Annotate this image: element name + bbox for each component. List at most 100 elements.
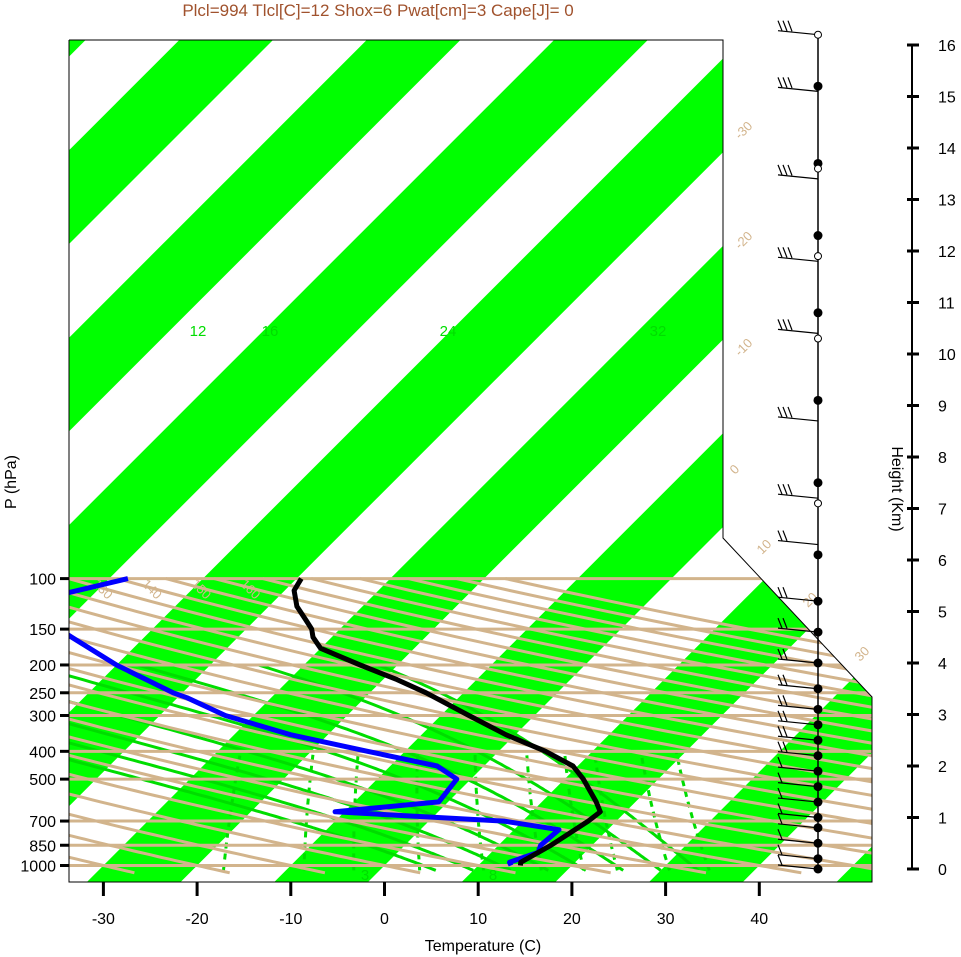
wind-dot-filled bbox=[813, 395, 823, 405]
wind-barb-feather bbox=[782, 530, 788, 542]
wind-barb bbox=[777, 596, 819, 602]
x-tick-label: 20 bbox=[563, 911, 581, 928]
wind-barb bbox=[777, 823, 819, 829]
wind-barb-feather bbox=[787, 164, 793, 176]
wind-barb bbox=[777, 174, 819, 180]
dry-adiabat-130 bbox=[69, 577, 872, 875]
mixing-ratio-1 bbox=[222, 751, 243, 871]
height-tick-label: 4 bbox=[938, 656, 947, 673]
wind-barb-feather bbox=[787, 483, 793, 496]
wind-barb-feather bbox=[777, 695, 783, 706]
pressure-axis: 100 150 200 250 300 400 500 700 850 1000 bbox=[20, 572, 69, 876]
dry-adiabat-20 bbox=[69, 577, 611, 875]
isotherm-label: -10 bbox=[732, 335, 756, 359]
isotherm-label: 30 bbox=[852, 643, 873, 664]
wind-dot-filled bbox=[813, 596, 823, 606]
band--90 bbox=[69, 40, 466, 882]
pressure-tick-label: 1000 bbox=[20, 859, 56, 876]
mixing-ratio-16 bbox=[563, 751, 586, 871]
wind-barb bbox=[777, 627, 819, 633]
wind-barb-feather bbox=[787, 247, 793, 259]
wind-profile bbox=[777, 20, 823, 874]
dry-adiabat-60 bbox=[69, 577, 872, 875]
height-tick-label: 2 bbox=[938, 759, 947, 776]
wind-dot-filled bbox=[813, 720, 823, 730]
mixing-ratio-lines bbox=[222, 751, 711, 871]
dry-adiabat--20 bbox=[69, 577, 231, 875]
wind-barb bbox=[777, 86, 819, 92]
height-tick-label: 8 bbox=[938, 450, 947, 467]
wind-dot-filled bbox=[813, 751, 823, 761]
wind-barb-feather bbox=[777, 648, 783, 660]
mixing-ratio-2 bbox=[302, 751, 315, 871]
wind-dot-filled bbox=[813, 838, 823, 848]
moist-adiabat-28 bbox=[69, 663, 587, 872]
wind-barb bbox=[777, 256, 819, 262]
wind-dot-filled bbox=[813, 308, 823, 318]
height-tick-label: 14 bbox=[938, 141, 956, 158]
pressure-tick-label: 100 bbox=[29, 572, 56, 589]
wind-barb-feather bbox=[782, 648, 788, 660]
wind-barb-feather bbox=[777, 710, 783, 722]
height-tick-label: 6 bbox=[938, 553, 947, 570]
wind-dot-filled bbox=[813, 684, 823, 694]
height-axis-label: Height (Km) bbox=[888, 446, 905, 531]
wind-barb bbox=[777, 720, 819, 726]
wind-barb-feather bbox=[782, 741, 788, 753]
x-tick-label: 30 bbox=[657, 911, 675, 928]
wind-barb-feather bbox=[787, 319, 793, 331]
wind-barb-feather bbox=[782, 20, 788, 32]
wind-barb bbox=[777, 30, 819, 36]
mixing-ratio-5 bbox=[415, 751, 422, 871]
dry-adiabat-0 bbox=[69, 577, 421, 875]
wind-barb-feather bbox=[777, 854, 783, 866]
wind-barb bbox=[777, 766, 819, 772]
wind-dot-filled bbox=[813, 766, 823, 776]
pressure-tick-label: 300 bbox=[29, 708, 56, 725]
wind-barb-feather bbox=[787, 20, 793, 32]
wind-dot-filled bbox=[813, 550, 823, 560]
wind-barb bbox=[777, 854, 819, 860]
moist-adiabat-label: 16 bbox=[262, 323, 279, 340]
x-tick-label: -10 bbox=[279, 911, 302, 928]
wind-barb bbox=[777, 416, 819, 422]
wind-barb-feather bbox=[782, 710, 788, 722]
wind-dot-filled bbox=[813, 231, 823, 241]
wind-barb bbox=[777, 838, 819, 844]
wind-barb-feather bbox=[777, 756, 783, 768]
x-tick-label: 10 bbox=[469, 911, 487, 928]
isotherm-label: -30 bbox=[732, 118, 756, 142]
wind-dot-filled bbox=[813, 864, 823, 874]
wind-barb bbox=[777, 782, 819, 788]
wind-dot-open bbox=[814, 164, 822, 173]
wind-barb-feather bbox=[777, 829, 783, 840]
x-tick-label: -30 bbox=[92, 911, 115, 928]
moist-adiabat-12 bbox=[69, 686, 437, 872]
height-tick-label: 5 bbox=[938, 605, 947, 622]
y-axis-label: P (hPa) bbox=[3, 455, 20, 509]
wind-barb-feather bbox=[782, 695, 788, 706]
band--70 bbox=[69, 40, 653, 882]
dry-adiabat-160 bbox=[213, 577, 872, 875]
wind-barb-feather bbox=[777, 617, 783, 629]
wind-barb-feather bbox=[777, 772, 783, 783]
dry-adiabat-80 bbox=[69, 577, 872, 875]
wind-dot-filled bbox=[813, 823, 823, 833]
pressure-tick-label: 850 bbox=[29, 838, 56, 855]
dry-adiabat-150 bbox=[165, 577, 872, 875]
mixing-ratio-3 bbox=[352, 751, 360, 871]
moist-adiabat-label: 24 bbox=[440, 323, 457, 340]
wind-barb-feather bbox=[782, 319, 788, 330]
dewpoint-profile bbox=[69, 576, 562, 867]
chart-title: Plcl=994 Tlcl[C]=12 Shox=6 Pwat[cm]=3 Ca… bbox=[182, 1, 573, 20]
moist-adiabat-40 bbox=[377, 663, 700, 872]
wind-barb-feather bbox=[777, 77, 783, 88]
x-tick-label: 40 bbox=[750, 911, 768, 928]
mixing-ratio-28 bbox=[639, 751, 671, 871]
wind-barb-feather bbox=[782, 674, 788, 686]
wind-barb bbox=[777, 812, 819, 819]
pressure-tick-label: 200 bbox=[29, 658, 56, 675]
